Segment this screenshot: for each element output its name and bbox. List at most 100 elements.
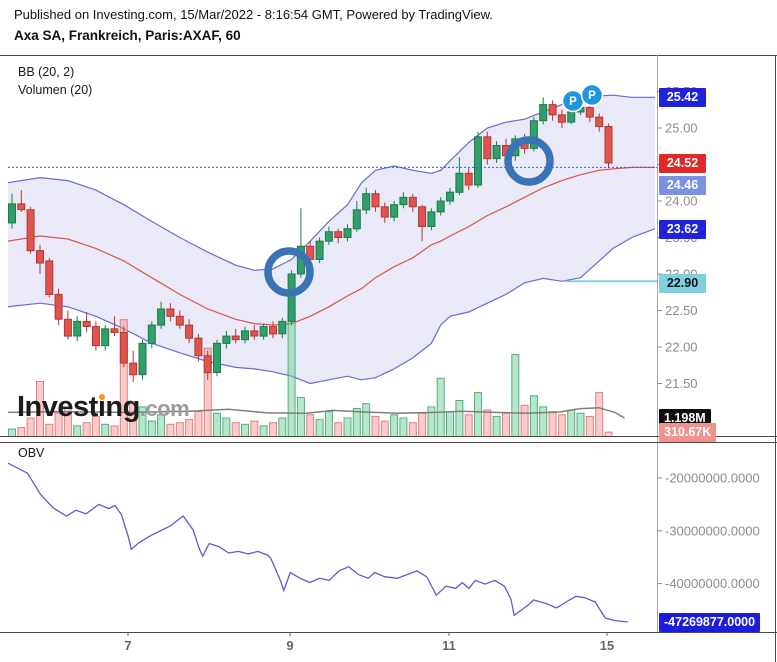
- alert-level-badge: 22.90: [659, 273, 706, 293]
- p-marker[interactable]: P: [561, 89, 585, 113]
- volume-bar: [110, 425, 119, 437]
- bb-study-label: BB (20, 2): [18, 65, 75, 79]
- watermark-orange-dot: [98, 394, 105, 400]
- volume-bar: [427, 406, 436, 437]
- time-tick-label: 11: [442, 638, 456, 653]
- candle-body: [101, 328, 110, 347]
- volume-ma-line: [8, 406, 625, 419]
- volume-bar: [101, 423, 110, 437]
- volume-bar: [418, 412, 427, 437]
- candle-body: [241, 330, 249, 341]
- volume-bar: [287, 308, 296, 437]
- candle-body: [73, 320, 82, 337]
- volume-bar: [492, 415, 501, 437]
- pane-divider[interactable]: [0, 436, 777, 437]
- price-tick-label: 22.50: [665, 303, 698, 318]
- candle-body: [371, 193, 380, 208]
- volume-bar: [194, 411, 203, 437]
- volume-bar: [250, 420, 259, 437]
- candle-body: [362, 193, 371, 211]
- volume-bar: [529, 395, 538, 437]
- candle-body: [548, 104, 557, 116]
- candle-body: [8, 203, 16, 224]
- bb-middle-line: [8, 166, 656, 326]
- obv-pane[interactable]: [8, 462, 628, 623]
- volume-bar: [436, 377, 445, 437]
- last-price-badge: 24.52: [659, 153, 706, 173]
- candle-body: [110, 328, 119, 333]
- volume-bar: [567, 409, 576, 437]
- candle-body: [91, 326, 100, 347]
- volume-bar: [17, 427, 26, 437]
- volume-bar: [26, 417, 35, 437]
- volume-bar: [269, 422, 277, 437]
- volume-bar: [464, 414, 473, 437]
- candle-body: [203, 355, 212, 374]
- volume-bar: [604, 431, 613, 437]
- candle-body: [539, 104, 548, 122]
- volume-bar: [380, 420, 389, 437]
- candle-body: [213, 342, 221, 373]
- candle-body: [287, 273, 296, 322]
- study-legend: BB (20, 2) Volumen (20): [18, 63, 92, 99]
- bb-lower-value-badge: 23.62: [659, 219, 706, 239]
- investing-watermark: Investı ng.com: [17, 391, 190, 424]
- candle-body: [175, 315, 184, 326]
- candle-body: [54, 293, 63, 320]
- candle-body: [166, 308, 175, 317]
- candle-body: [269, 326, 277, 335]
- volume-bar: [73, 425, 82, 437]
- ring-annotation[interactable]: [504, 136, 554, 186]
- price-tick-label: 24.00: [665, 194, 698, 209]
- volume-bar: [175, 422, 184, 437]
- candle-body: [474, 136, 482, 186]
- volume-bar: [129, 401, 138, 437]
- volume-bar: [371, 415, 380, 437]
- obv-tick-label: -20000000.0000: [665, 471, 760, 486]
- candle-body: [567, 111, 576, 123]
- volume-bar: [399, 417, 408, 437]
- volume-bar: [241, 423, 249, 437]
- volume-bar: [585, 415, 594, 437]
- candle-body: [129, 362, 138, 376]
- candle-body: [334, 231, 343, 238]
- volume-bar: [362, 403, 371, 437]
- pane-divider[interactable]: [0, 632, 777, 633]
- candle-body: [446, 191, 454, 202]
- pane-divider[interactable]: [0, 442, 777, 443]
- watermark-text-2: ng: [105, 391, 140, 423]
- candle-body: [138, 342, 147, 376]
- candle-body: [492, 145, 501, 160]
- volume-bar: [455, 400, 464, 437]
- time-tick-label: 9: [286, 638, 293, 653]
- volume-bar: [119, 319, 128, 437]
- volume-bar: [54, 412, 63, 437]
- volume-bar: [231, 422, 240, 437]
- candle-body: [185, 324, 194, 339]
- current-volume-badge: 310.67K: [659, 422, 717, 442]
- volume-bar: [203, 347, 212, 437]
- candle-body: [408, 196, 417, 208]
- candle-body: [194, 337, 203, 357]
- p-marker[interactable]: P: [580, 83, 604, 107]
- candle-body: [222, 335, 231, 344]
- bb-upper-value-badge: 25.42: [659, 87, 706, 107]
- candlesticks: [8, 97, 613, 382]
- candle-body: [63, 318, 72, 337]
- price-tick-label: 21.50: [665, 376, 698, 391]
- volume-bar: [82, 422, 91, 437]
- p-marker-label: P: [569, 96, 577, 108]
- volume-bar: [157, 414, 166, 437]
- ring-annotation[interactable]: [264, 247, 314, 297]
- p-marker-circle[interactable]: [580, 83, 604, 107]
- volume-bar: [474, 392, 482, 437]
- candle-body: [82, 320, 91, 327]
- bb-lower-line: [8, 228, 656, 385]
- published-line: Published on Investing.com, 15/Mar/2022 …: [14, 7, 493, 22]
- candle-body: [595, 116, 604, 128]
- volume-bar: [502, 412, 510, 437]
- volume-bar: [315, 419, 324, 437]
